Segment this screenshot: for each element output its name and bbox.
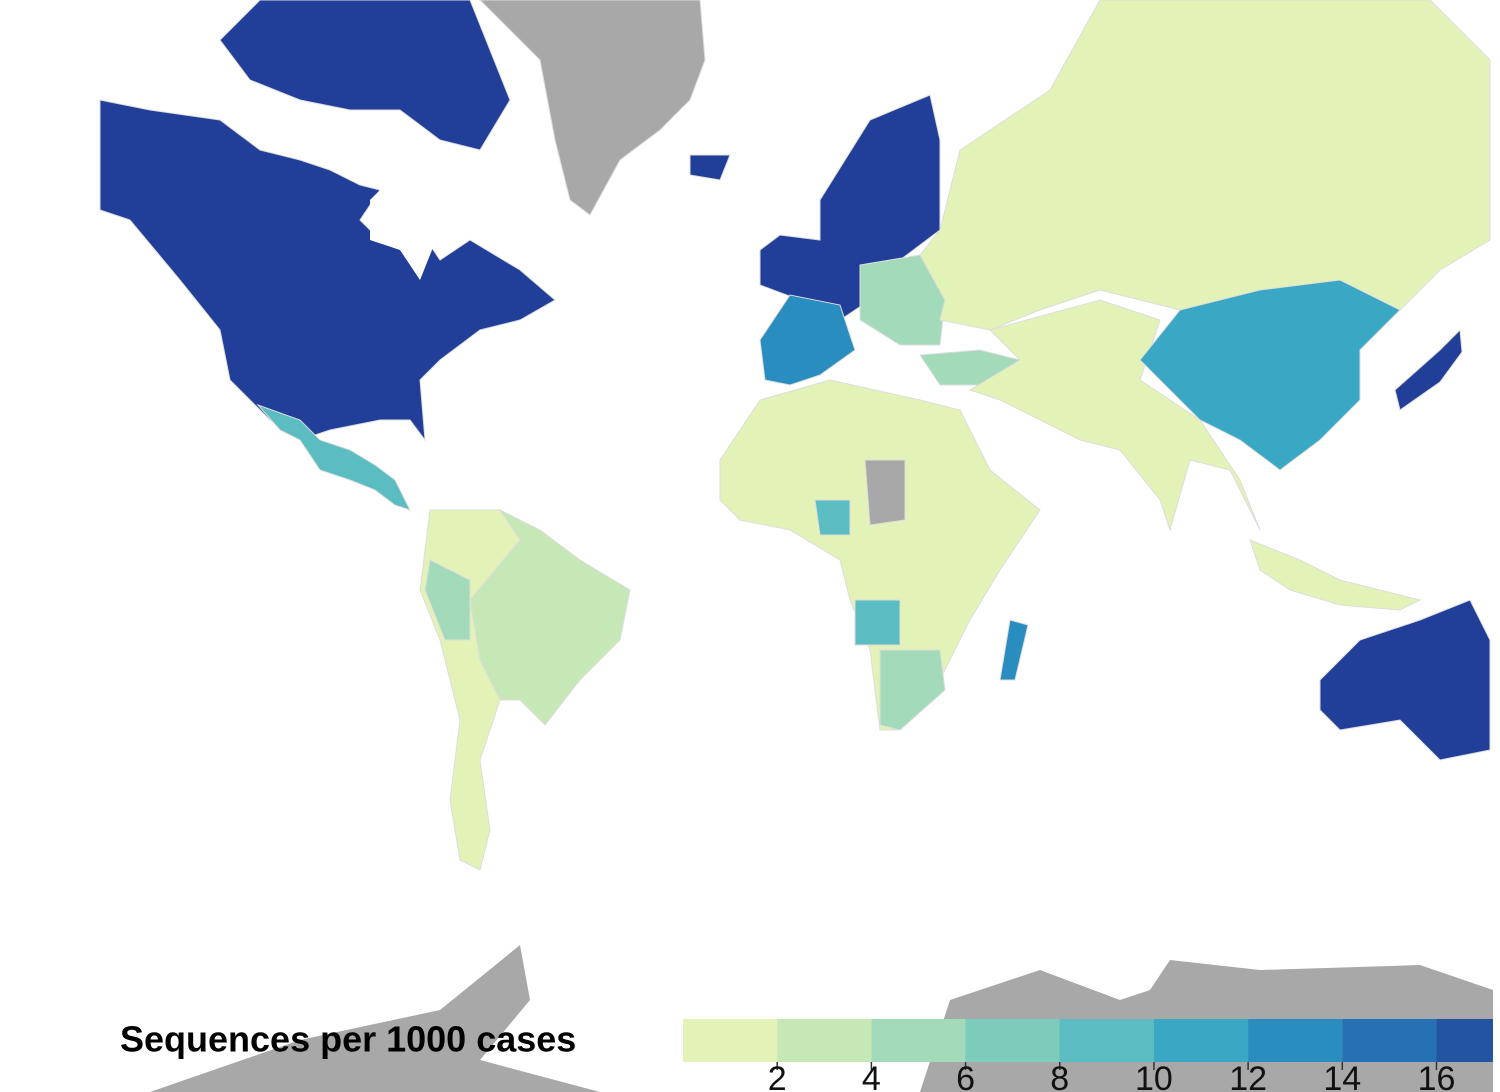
nigeria bbox=[814, 499, 851, 536]
africa-gray bbox=[864, 459, 906, 526]
australia bbox=[1319, 599, 1491, 761]
legend-tick-label: 6 bbox=[956, 1060, 975, 1092]
west-europe bbox=[759, 294, 856, 386]
legend-bin bbox=[1248, 1019, 1343, 1062]
russia-asia bbox=[919, 0, 1491, 331]
legend-bin bbox=[777, 1019, 872, 1062]
legend-tick-label: 12 bbox=[1229, 1060, 1267, 1092]
japan bbox=[1394, 328, 1463, 411]
legend-bin bbox=[1153, 1019, 1249, 1062]
countries bbox=[99, 0, 1493, 1092]
china bbox=[1139, 279, 1401, 471]
legend-tick-label: 8 bbox=[1050, 1060, 1069, 1092]
legend-bin bbox=[683, 1019, 778, 1062]
iceland bbox=[689, 154, 731, 181]
middle-south-asia bbox=[968, 299, 1261, 532]
legend-tick-label: 14 bbox=[1323, 1060, 1361, 1092]
legend: 2 4 6 8 10 12 14 16 bbox=[683, 1019, 1493, 1092]
legend-bin bbox=[965, 1019, 1060, 1062]
hudson-bay bbox=[370, 170, 440, 280]
angola bbox=[854, 599, 901, 646]
north-america bbox=[99, 99, 556, 442]
peru bbox=[424, 559, 471, 641]
southern-africa bbox=[879, 649, 946, 731]
southeast-asia bbox=[1249, 539, 1422, 611]
legend-bin bbox=[1436, 1019, 1493, 1062]
antarctica-west bbox=[150, 945, 600, 1092]
arctic-islands bbox=[219, 0, 511, 151]
legend-title: Sequences per 1000 cases bbox=[120, 1019, 576, 1060]
legend-bin bbox=[1059, 1019, 1154, 1062]
legend-tick-label: 4 bbox=[862, 1060, 881, 1092]
madagascar bbox=[999, 619, 1029, 681]
mexico bbox=[256, 403, 411, 511]
legend-bin bbox=[871, 1019, 966, 1062]
legend-tick-label: 10 bbox=[1135, 1060, 1173, 1092]
greenland bbox=[479, 0, 706, 216]
legend-bin bbox=[1342, 1019, 1437, 1062]
legend-tick-label: 16 bbox=[1418, 1060, 1456, 1092]
legend-tick-label: 2 bbox=[768, 1060, 787, 1092]
